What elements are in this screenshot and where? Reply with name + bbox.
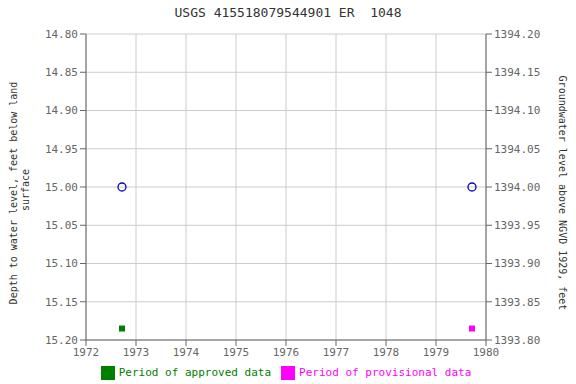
html-text:Period of approved data: Period of approved data [118,366,272,379]
svg-text:1394.10: 1394.10 [494,104,540,117]
svg-text:1394.05: 1394.05 [494,143,540,156]
svg-text:1393.85: 1393.85 [494,296,540,309]
html-text:Depth to water level, feet bel: Depth to water level, feet below land [8,81,19,305]
svg-text:15.00: 15.00 [45,181,78,194]
svg-text:1394.15: 1394.15 [494,66,540,79]
html-text:surface: surface [20,168,31,218]
svg-text:1973: 1973 [123,346,150,359]
svg-text:1394.00: 1394.00 [494,181,540,194]
svg-text:15.05: 15.05 [45,219,78,232]
svg-text:1972: 1972 [73,346,100,359]
svg-text:1393.90: 1393.90 [494,257,540,270]
svg-text:14.85: 14.85 [45,66,78,79]
svg-text:15.20: 15.20 [45,334,78,347]
svg-text:1976: 1976 [273,346,300,359]
svg-text:1977: 1977 [323,346,350,359]
svg-text:1393.95: 1393.95 [494,219,540,232]
html-text:Period of provisional data: Period of provisional data [299,366,472,379]
svg-text:1980: 1980 [473,346,500,359]
svg-text:14.90: 14.90 [45,104,78,117]
svg-text:1978: 1978 [373,346,400,359]
svg-text:1393.80: 1393.80 [494,334,540,347]
svg-text:14.95: 14.95 [45,143,78,156]
html-text:USGS 415518079544901 ER 1048: USGS 415518079544901 ER 1048 [174,5,402,20]
svg-text:1975: 1975 [223,346,250,359]
html-text:Groundwater level above NGVD 1: Groundwater level above NGVD 1929, feet [557,75,568,311]
svg-text:1979: 1979 [423,346,450,359]
svg-text:15.15: 15.15 [45,296,78,309]
svg-text:15.10: 15.10 [45,257,78,270]
svg-text:1394.20: 1394.20 [494,28,540,41]
svg-text:14.80: 14.80 [45,28,78,41]
svg-text:1974: 1974 [173,346,200,359]
